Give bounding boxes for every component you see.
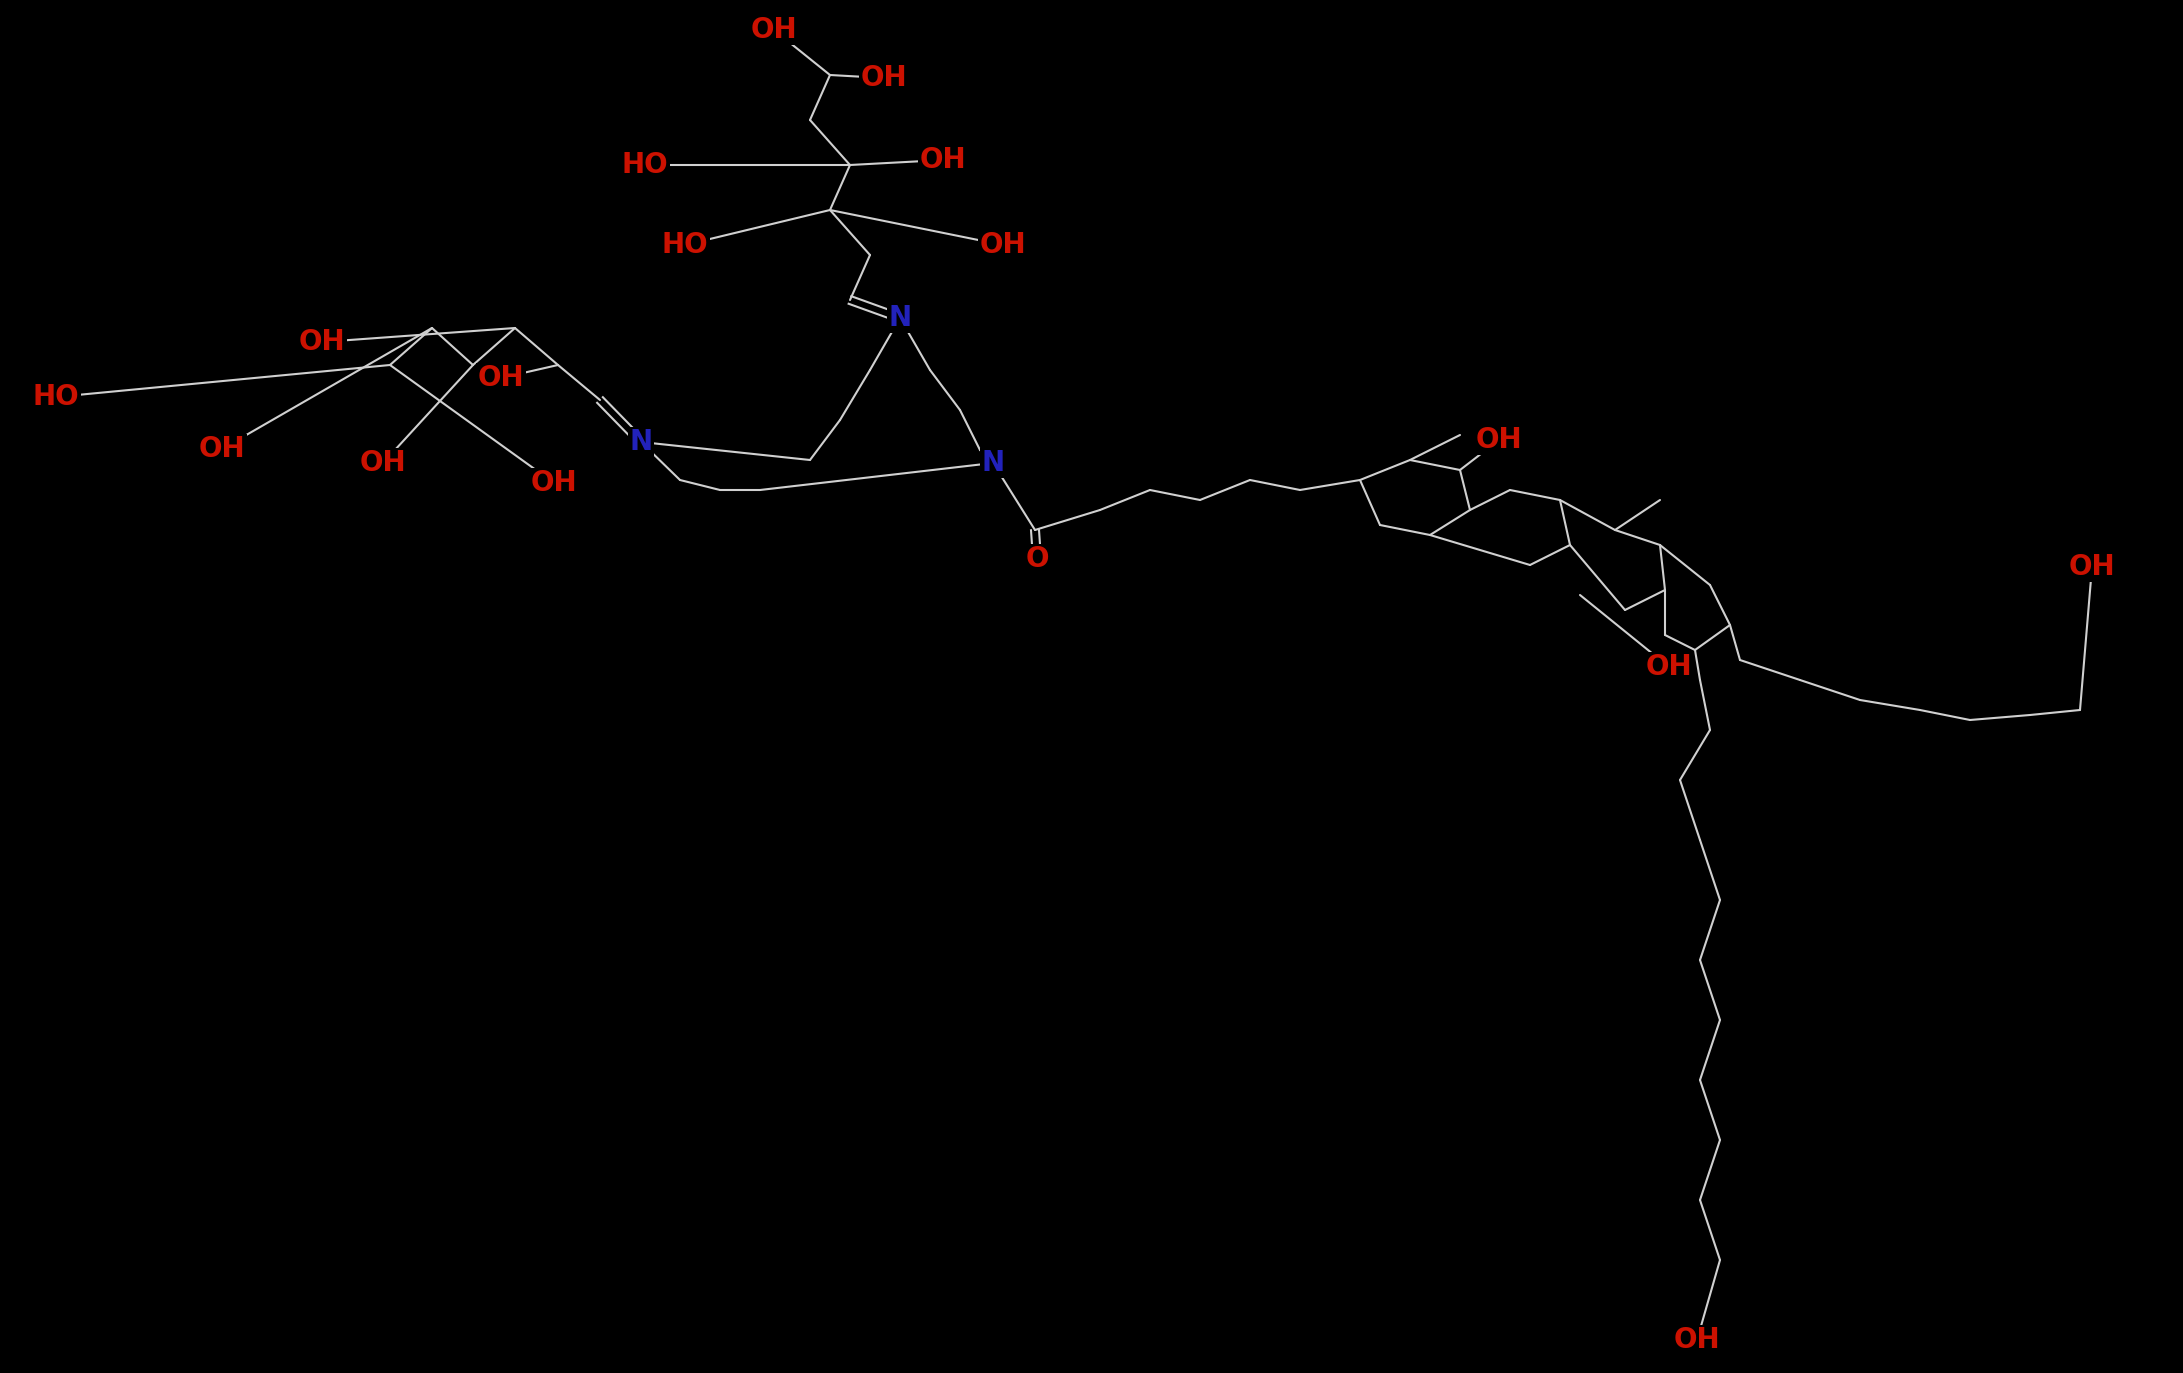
Text: OH: OH	[980, 231, 1026, 259]
Text: OH: OH	[360, 449, 406, 476]
Text: OH: OH	[1646, 654, 1692, 681]
Text: OH: OH	[299, 328, 345, 356]
Text: N: N	[982, 449, 1004, 476]
Text: N: N	[629, 428, 653, 456]
Text: OH: OH	[919, 146, 967, 174]
Text: HO: HO	[622, 151, 668, 178]
Text: OH: OH	[2069, 553, 2115, 581]
Text: N: N	[888, 303, 912, 332]
Text: OH: OH	[199, 435, 244, 463]
Text: OH: OH	[478, 364, 524, 393]
Text: O: O	[1026, 545, 1048, 573]
Text: OH: OH	[1476, 426, 1522, 454]
Text: OH: OH	[860, 65, 908, 92]
Text: OH: OH	[530, 470, 576, 497]
Text: HO: HO	[33, 383, 79, 411]
Text: OH: OH	[1674, 1326, 1720, 1354]
Text: OH: OH	[751, 16, 797, 44]
Text: HO: HO	[661, 231, 707, 259]
